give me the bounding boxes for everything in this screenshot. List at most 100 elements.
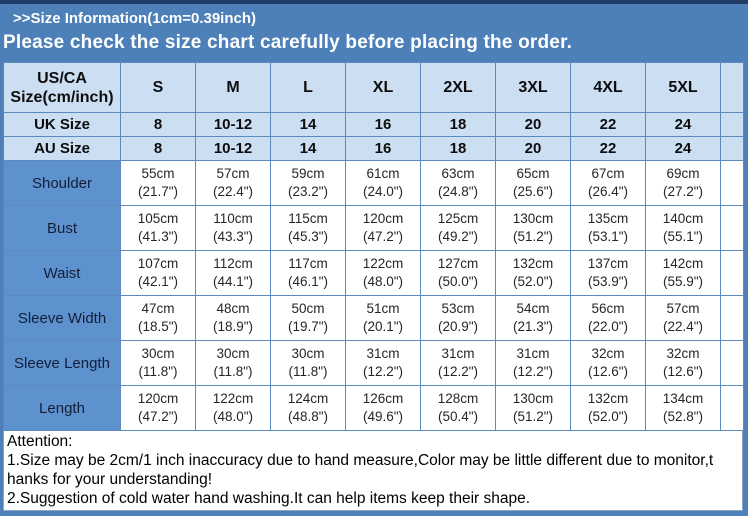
cm-value: 31cm	[516, 346, 550, 361]
inch-value: (26.4")	[587, 184, 629, 199]
cm-value: 63cm	[441, 166, 475, 181]
measurement-row: Sleeve Width 47cm (18.5") 48cm (18.9") 50cm (1…	[3, 295, 744, 341]
cm-value: 115cm	[288, 211, 328, 226]
measurement-cell: 120cm (47.2")	[120, 385, 196, 431]
inch-value: (55.1")	[662, 229, 704, 244]
measurement-label: Bust	[3, 205, 121, 251]
measurement-rows: Shoulder 55cm (21.7") 57cm (22.4") 59cm (23.2"…	[3, 160, 744, 431]
measurement-cell: 50cm (19.7")	[270, 295, 346, 341]
corner-header-line2: Size(cm/inch)	[10, 88, 114, 106]
cm-value: 30cm	[141, 346, 175, 361]
cm-value: 117cm	[288, 256, 328, 271]
uk-size-label: UK Size	[3, 112, 121, 137]
size-header-2xl: 2XL	[420, 62, 496, 113]
cm-value: 132cm	[587, 391, 629, 406]
cm-value: 55cm	[141, 166, 175, 181]
measurement-label: Waist	[3, 250, 121, 296]
cm-value: 127cm	[437, 256, 479, 271]
empty-header-cell	[720, 62, 744, 113]
measurement-cell: 140cm (55.1")	[645, 205, 721, 251]
inch-value: (52.8")	[662, 409, 704, 424]
cm-value: 128cm	[437, 391, 479, 406]
inch-value: (47.2")	[137, 409, 179, 424]
inch-value: (20.1")	[362, 319, 404, 334]
inch-value: (51.2")	[512, 229, 554, 244]
cm-value: 31cm	[441, 346, 475, 361]
measurement-cell: 56cm (22.0")	[570, 295, 646, 341]
au-size-value: 18	[420, 136, 496, 161]
inch-value: (18.5")	[137, 319, 179, 334]
cm-value: 53cm	[441, 301, 475, 316]
measurement-cell: 32cm (12.6")	[570, 340, 646, 386]
measurement-row: Waist 107cm (42.1") 112cm (44.1") 117cm (46.1"…	[3, 250, 744, 296]
measurement-cell: 67cm (26.4")	[570, 160, 646, 206]
inch-value: (11.8")	[213, 364, 253, 379]
measurement-row: Length 120cm (47.2") 122cm (48.0") 124cm (48.8…	[3, 385, 744, 431]
measurement-row: Sleeve Length 30cm (11.8") 30cm (11.8") 30cm (…	[3, 340, 744, 386]
inch-value: (21.3")	[512, 319, 554, 334]
cm-value: 125cm	[437, 211, 479, 226]
uk-size-value: 20	[495, 112, 571, 137]
au-size-value: 24	[645, 136, 721, 161]
measurement-cell: 105cm (41.3")	[120, 205, 196, 251]
inch-value: (45.3")	[287, 229, 329, 244]
inch-value: (18.9")	[212, 319, 254, 334]
measurement-cell: 57cm (22.4")	[645, 295, 721, 341]
au-size-value: 10-12	[195, 136, 271, 161]
measurement-cell: 135cm (53.1")	[570, 205, 646, 251]
measurement-cell: 130cm (51.2")	[495, 385, 571, 431]
inch-value: (22.0")	[587, 319, 629, 334]
attention-line-2: hanks for your understanding!	[7, 471, 213, 488]
cm-value: 50cm	[291, 301, 325, 316]
inch-value: (41.3")	[137, 229, 179, 244]
size-header-5xl: 5XL	[645, 62, 721, 113]
measurement-row: Shoulder 55cm (21.7") 57cm (22.4") 59cm (23.2"…	[3, 160, 744, 206]
measurement-label: Sleeve Length	[3, 340, 121, 386]
measurement-row: Bust 105cm (41.3") 110cm (43.3") 115cm (45.3")…	[3, 205, 744, 251]
inch-value: (48.0")	[212, 409, 254, 424]
measurement-cell: 30cm (11.8")	[270, 340, 346, 386]
measurement-cell: 127cm (50.0")	[420, 250, 496, 296]
inch-value: (53.1")	[587, 229, 629, 244]
attention-heading: Attention:	[7, 433, 73, 450]
cm-value: 57cm	[216, 166, 250, 181]
cm-value: 51cm	[366, 301, 400, 316]
inch-value: (52.0")	[512, 274, 554, 289]
au-size-row: AU Size 8 10-12 14 16 18 20 22 24	[3, 136, 744, 161]
cm-value: 120cm	[362, 211, 404, 226]
inch-value: (25.6")	[512, 184, 554, 199]
empty-cell	[720, 112, 744, 137]
measurement-label: Shoulder	[3, 160, 121, 206]
inch-value: (42.1")	[137, 274, 179, 289]
uk-size-value: 24	[645, 112, 721, 137]
inch-value: (11.8")	[138, 364, 178, 379]
cm-value: 56cm	[591, 301, 625, 316]
size-chart-table: US/CA Size(cm/inch) S M L XL 2XL 3XL 4XL…	[3, 62, 744, 431]
inch-value: (50.4")	[437, 409, 479, 424]
measurement-label: Length	[3, 385, 121, 431]
size-header-m: M	[195, 62, 271, 113]
uk-size-value: 10-12	[195, 112, 271, 137]
size-header-xl: XL	[345, 62, 421, 113]
cm-value: 54cm	[516, 301, 550, 316]
inch-value: (23.2")	[287, 184, 329, 199]
cm-value: 107cm	[137, 256, 179, 271]
size-header-3xl: 3XL	[495, 62, 571, 113]
inch-value: (21.7")	[137, 184, 179, 199]
au-size-value: 20	[495, 136, 571, 161]
measurement-cell: 69cm (27.2")	[645, 160, 721, 206]
corner-header-cell: US/CA Size(cm/inch)	[3, 62, 121, 113]
measurement-cell: 32cm (12.6")	[645, 340, 721, 386]
measurement-cell: 122cm (48.0")	[345, 250, 421, 296]
inch-value: (12.2")	[362, 364, 404, 379]
measurement-cell: 30cm (11.8")	[195, 340, 271, 386]
au-size-value: 22	[570, 136, 646, 161]
inch-value: (52.0")	[587, 409, 629, 424]
inch-value: (48.8")	[287, 409, 329, 424]
measurement-cell: 30cm (11.8")	[120, 340, 196, 386]
cm-value: 32cm	[591, 346, 625, 361]
measurement-cell: 125cm (49.2")	[420, 205, 496, 251]
measurement-cell: 59cm (23.2")	[270, 160, 346, 206]
inch-value: (12.6")	[662, 364, 704, 379]
cm-value: 61cm	[366, 166, 400, 181]
